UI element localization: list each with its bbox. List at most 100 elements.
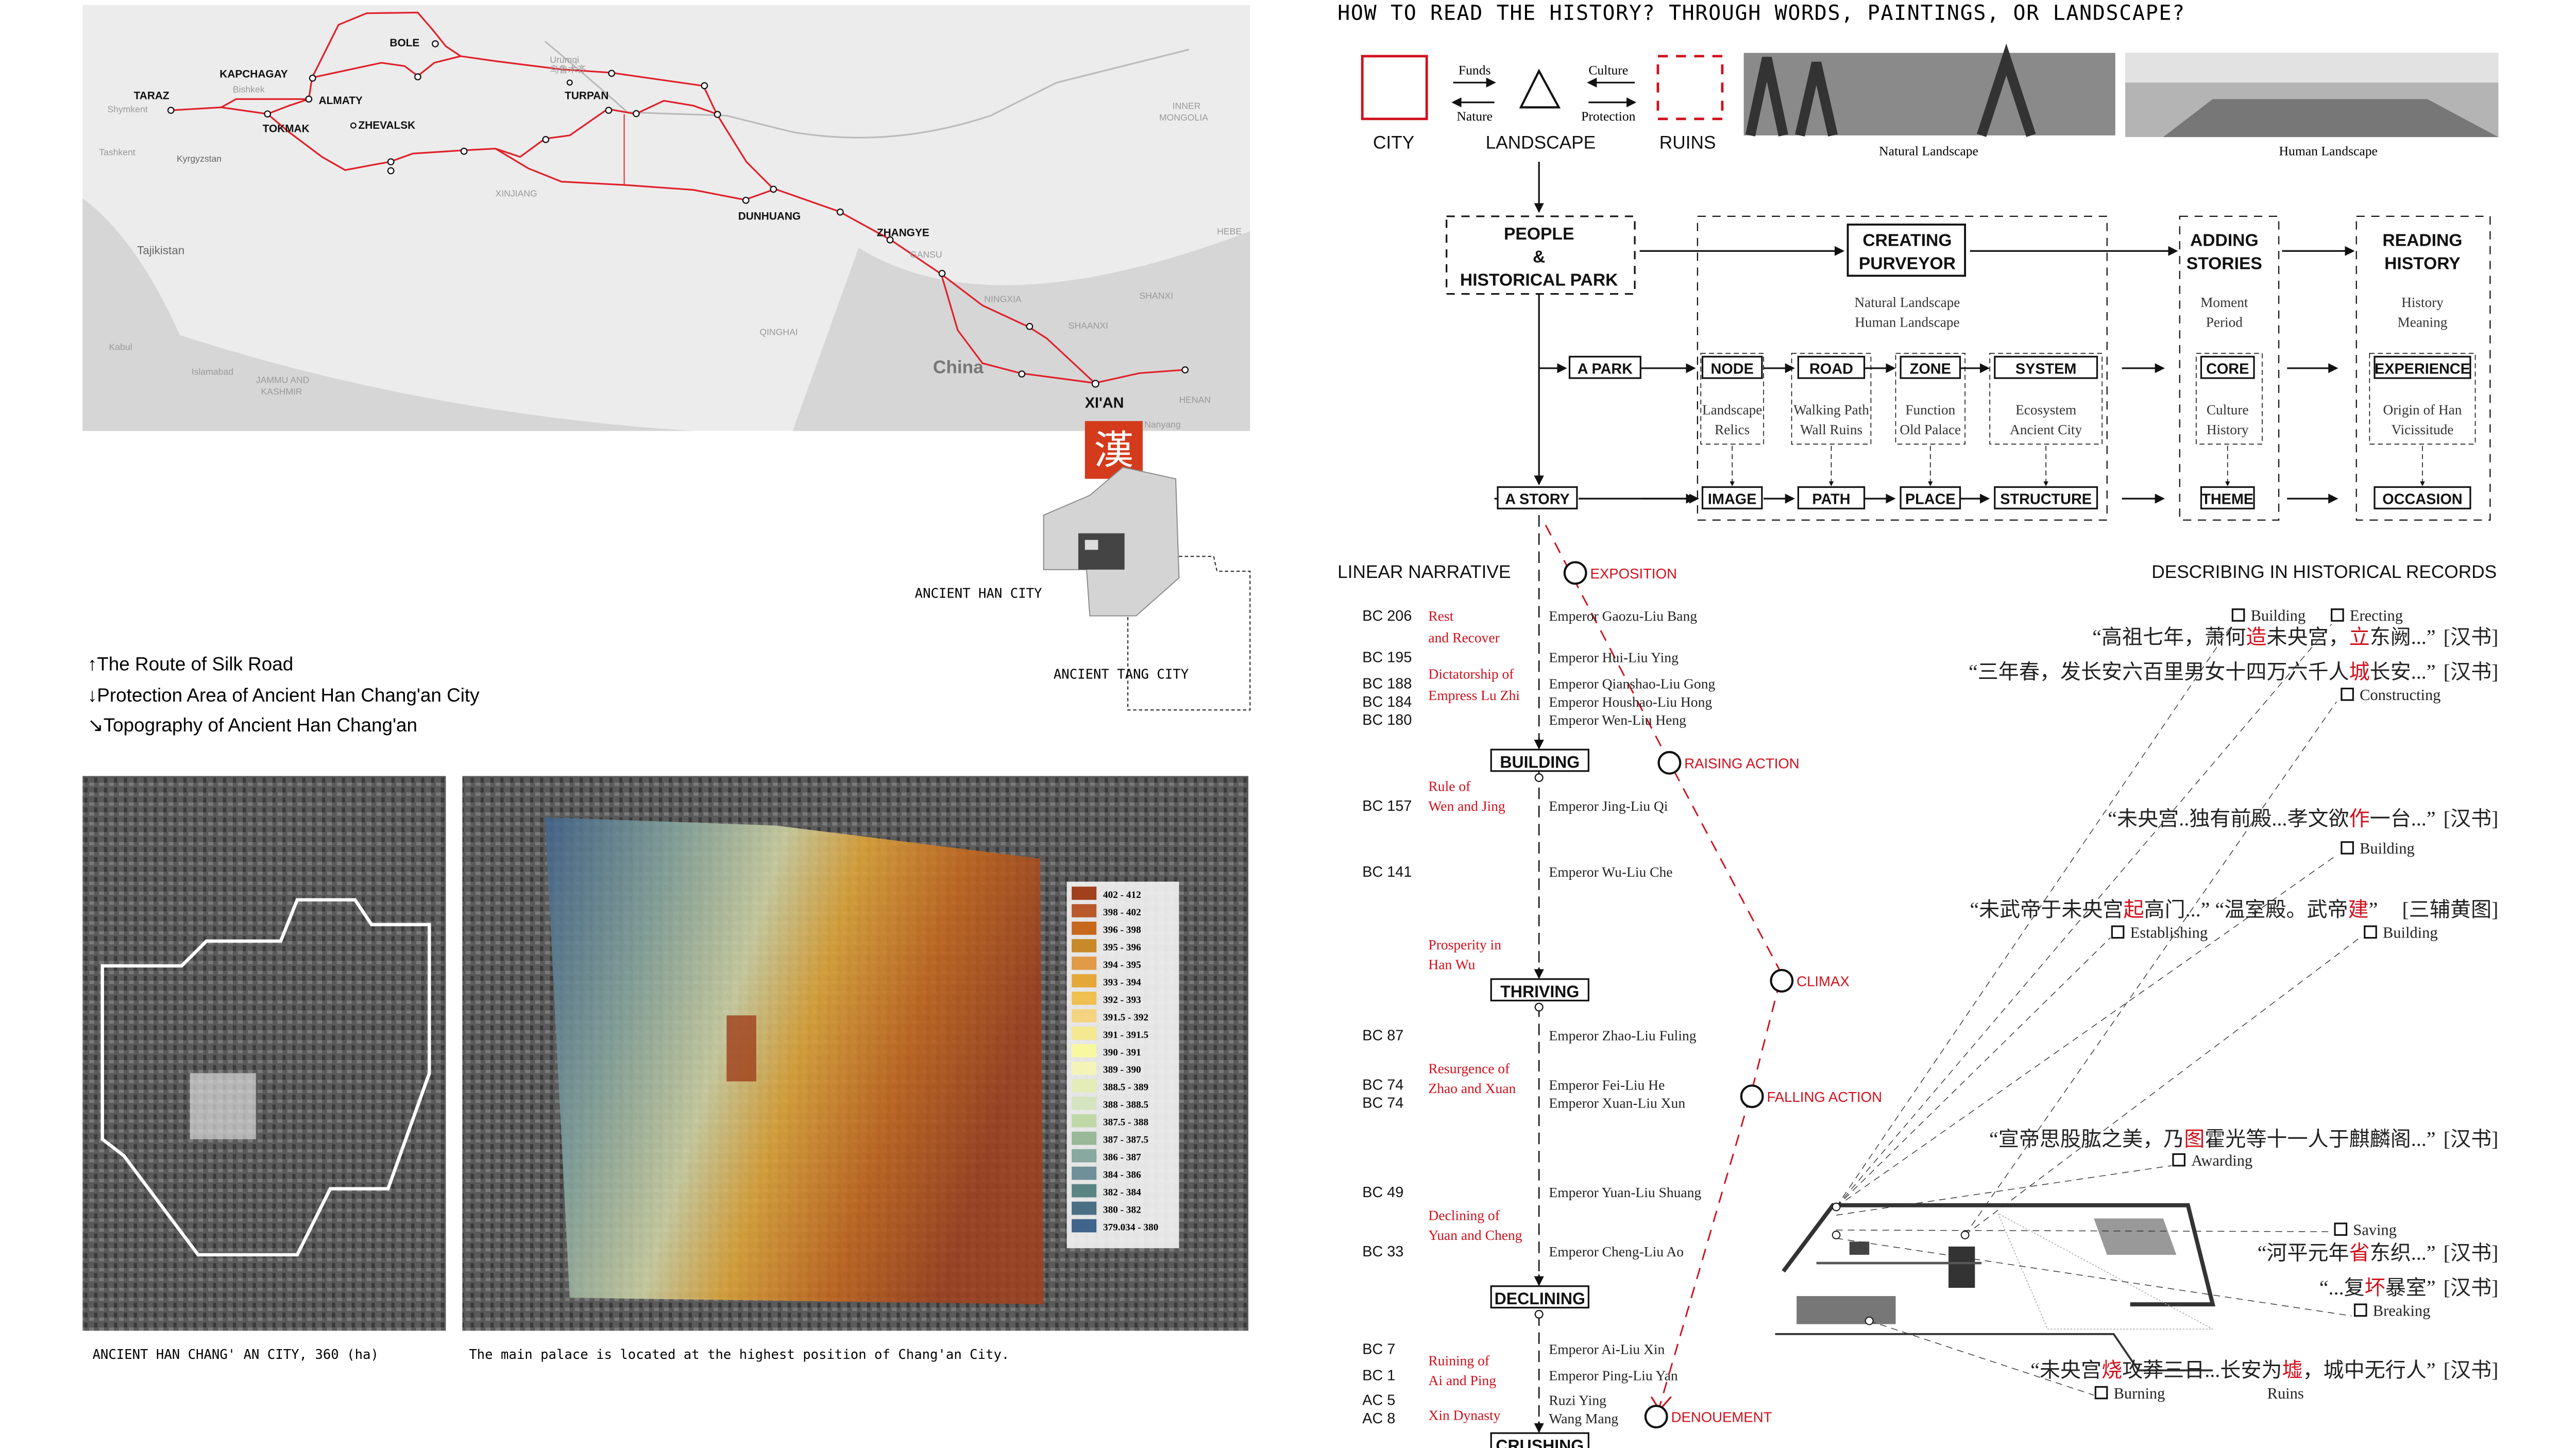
map-place: GANSU xyxy=(910,249,942,260)
record-tag: Establishing xyxy=(2130,924,2208,942)
records-title: DESCRIBING IN HISTORICAL RECORDS xyxy=(2151,562,2497,582)
record-quote: “高祖七年，萧何造未央宫，立东阙...” xyxy=(2092,625,2435,649)
park-experience-box xyxy=(2374,355,2471,379)
timeline-phase: Empress Lu Zhi xyxy=(1428,687,1520,703)
timeline-year: BC 74 xyxy=(1362,1095,1403,1112)
reading-sub: Meaning xyxy=(2398,315,2448,330)
landscape-photos: Natural Landscape Human Landscape xyxy=(1743,43,2499,158)
timeline-year: BC 157 xyxy=(1362,798,1412,814)
people-park-box xyxy=(1446,215,1636,295)
park-zone-label: ZONE xyxy=(1910,361,1951,377)
timeline-emperor: Emperor Xuan-Liu Xun xyxy=(1549,1095,1685,1111)
legend-range: 396 - 398 xyxy=(1103,925,1141,935)
map-place: NINGXIA xyxy=(984,294,1022,304)
timeline-year: BC 74 xyxy=(1362,1077,1403,1093)
park-sub-label: Ecosystem xyxy=(2015,402,2076,418)
map-place: SHAANXI xyxy=(1069,320,1108,331)
record-tag: Breaking xyxy=(2373,1302,2431,1320)
timeline-year: AC 5 xyxy=(1362,1392,1395,1409)
funds-label: Funds xyxy=(1459,62,1491,77)
culture-label: Culture xyxy=(1588,62,1628,77)
legend-swatch xyxy=(1072,1009,1097,1023)
stage-box xyxy=(1490,748,1589,772)
quote-text: 一台...” xyxy=(2370,807,2436,830)
arc-label-denouement: DENOUEMENT xyxy=(1671,1409,1772,1425)
stage-box xyxy=(1490,978,1589,1001)
map-place: Kyrgyzstan xyxy=(177,154,222,164)
map-label: ZHANGYE xyxy=(877,227,929,239)
timeline-year: BC 141 xyxy=(1362,864,1412,880)
ruins-label: RUINS xyxy=(1659,133,1716,153)
reading-sub: History xyxy=(2401,295,2444,310)
legend-topography: ↘Topography of Ancient Han Chang'an xyxy=(88,714,417,736)
timeline-emperor: Emperor Cheng-Liu Ao xyxy=(1549,1243,1684,1259)
legend-swatch xyxy=(1072,904,1097,917)
flow-diagram xyxy=(1446,162,2491,521)
checkbox-icon xyxy=(2341,687,2354,701)
record-tag: Burning xyxy=(2114,1385,2165,1402)
record-tag: Building xyxy=(2251,607,2306,624)
map-label: TOKMAK xyxy=(263,123,310,134)
node-circle xyxy=(1534,1309,1544,1319)
quote-text: “河平元年 xyxy=(2258,1241,2349,1265)
park-sub-label: Landscape xyxy=(1702,402,1762,418)
park-sub-label: Ancient City xyxy=(2010,422,2082,437)
timeline-phase: Yuan and Cheng xyxy=(1428,1227,1522,1243)
park-sub-label: Culture xyxy=(2207,402,2249,418)
map-place: Tajikistan xyxy=(137,244,184,257)
satellite-image xyxy=(82,776,446,1331)
record-tag: Saving xyxy=(2353,1221,2397,1238)
quote-text: “未央宫 xyxy=(2030,1358,2102,1382)
a-story-box xyxy=(1497,486,1578,509)
quote-text: ，城中无行人” xyxy=(2303,1358,2436,1382)
checkbox-icon xyxy=(2331,608,2344,622)
arc-label-raising-action: RAISING ACTION xyxy=(1684,755,1799,771)
timeline-phase: Resurgence of xyxy=(1428,1060,1510,1076)
arc-label-falling-action: FALLING ACTION xyxy=(1767,1089,1882,1105)
legend-range: 402 - 412 xyxy=(1103,890,1141,900)
timeline-year: AC 8 xyxy=(1362,1410,1395,1427)
map-label: DUNHUANG xyxy=(738,210,801,222)
story-occasion-label: OCCASION xyxy=(2382,491,2462,508)
linear-narrative-title: LINEAR NARRATIVE xyxy=(1337,562,1511,582)
legend-range: 392 - 393 xyxy=(1103,995,1141,1006)
adding-stories-label: ADDING xyxy=(2190,231,2259,250)
people-park-label: PEOPLE xyxy=(1504,225,1574,244)
map-legend: ↑The Route of Silk Road ↓Protection Area… xyxy=(88,653,480,736)
legend-range: 395 - 396 xyxy=(1103,942,1141,953)
map-place-china: China xyxy=(933,357,984,377)
checkbox-icon xyxy=(2172,1153,2185,1167)
legend-swatch xyxy=(1072,1149,1097,1163)
story-structure-label: STRUCTURE xyxy=(2000,491,2092,508)
map-place: JAMMU AND xyxy=(256,375,310,385)
topography-map: 402 - 412 398 - 402 396 - 398 395 - 396 394 … xyxy=(462,776,1249,1331)
record-quote: “河平元年省东织...” xyxy=(2258,1241,2436,1265)
timeline-year: BC 206 xyxy=(1362,608,1412,624)
stage-box xyxy=(1490,1285,1589,1309)
timeline-emperor: Emperor Ai-Liu Xin xyxy=(1549,1341,1665,1357)
park-sub-label: History xyxy=(2207,422,2249,437)
park-core-label: CORE xyxy=(2206,361,2249,377)
legend-range: 391.5 - 392 xyxy=(1103,1012,1148,1023)
quote-text: “三年春，发长安六百里男女十四万六千人 xyxy=(1969,660,2349,683)
timeline-phase: Declining of xyxy=(1428,1207,1500,1223)
highlighted-character: 省 xyxy=(2349,1241,2370,1265)
legend-swatch xyxy=(1072,1061,1097,1075)
nature-label: Nature xyxy=(1456,109,1493,124)
legend-range: 387 - 387.5 xyxy=(1103,1135,1148,1146)
map-place: HENAN xyxy=(1179,395,1211,405)
people-park-label: & xyxy=(1533,248,1545,267)
timeline-emperor: Emperor Fei-Liu He xyxy=(1549,1077,1665,1093)
record-quote: “未央宫烧攻莽三日...长安为墟，城中无行人” xyxy=(2030,1358,2435,1382)
timeline-phase: Rest xyxy=(1428,608,1453,624)
legend-range: 393 - 394 xyxy=(1103,977,1141,988)
park-system-box xyxy=(1994,355,2098,379)
quote-text: “...复 xyxy=(2319,1276,2365,1299)
topography-caption: The main palace is located at the highes… xyxy=(469,1347,1009,1362)
arc-label-exposition: EXPOSITION xyxy=(1590,566,1677,582)
record-leader-lines xyxy=(1836,624,2360,1396)
timeline-phase: Han Wu xyxy=(1428,956,1475,972)
map-label: BOLE xyxy=(389,37,419,49)
timeline-emperor: Emperor Jing-Liu Qi xyxy=(1549,798,1668,814)
stage-box xyxy=(1490,1432,1589,1448)
